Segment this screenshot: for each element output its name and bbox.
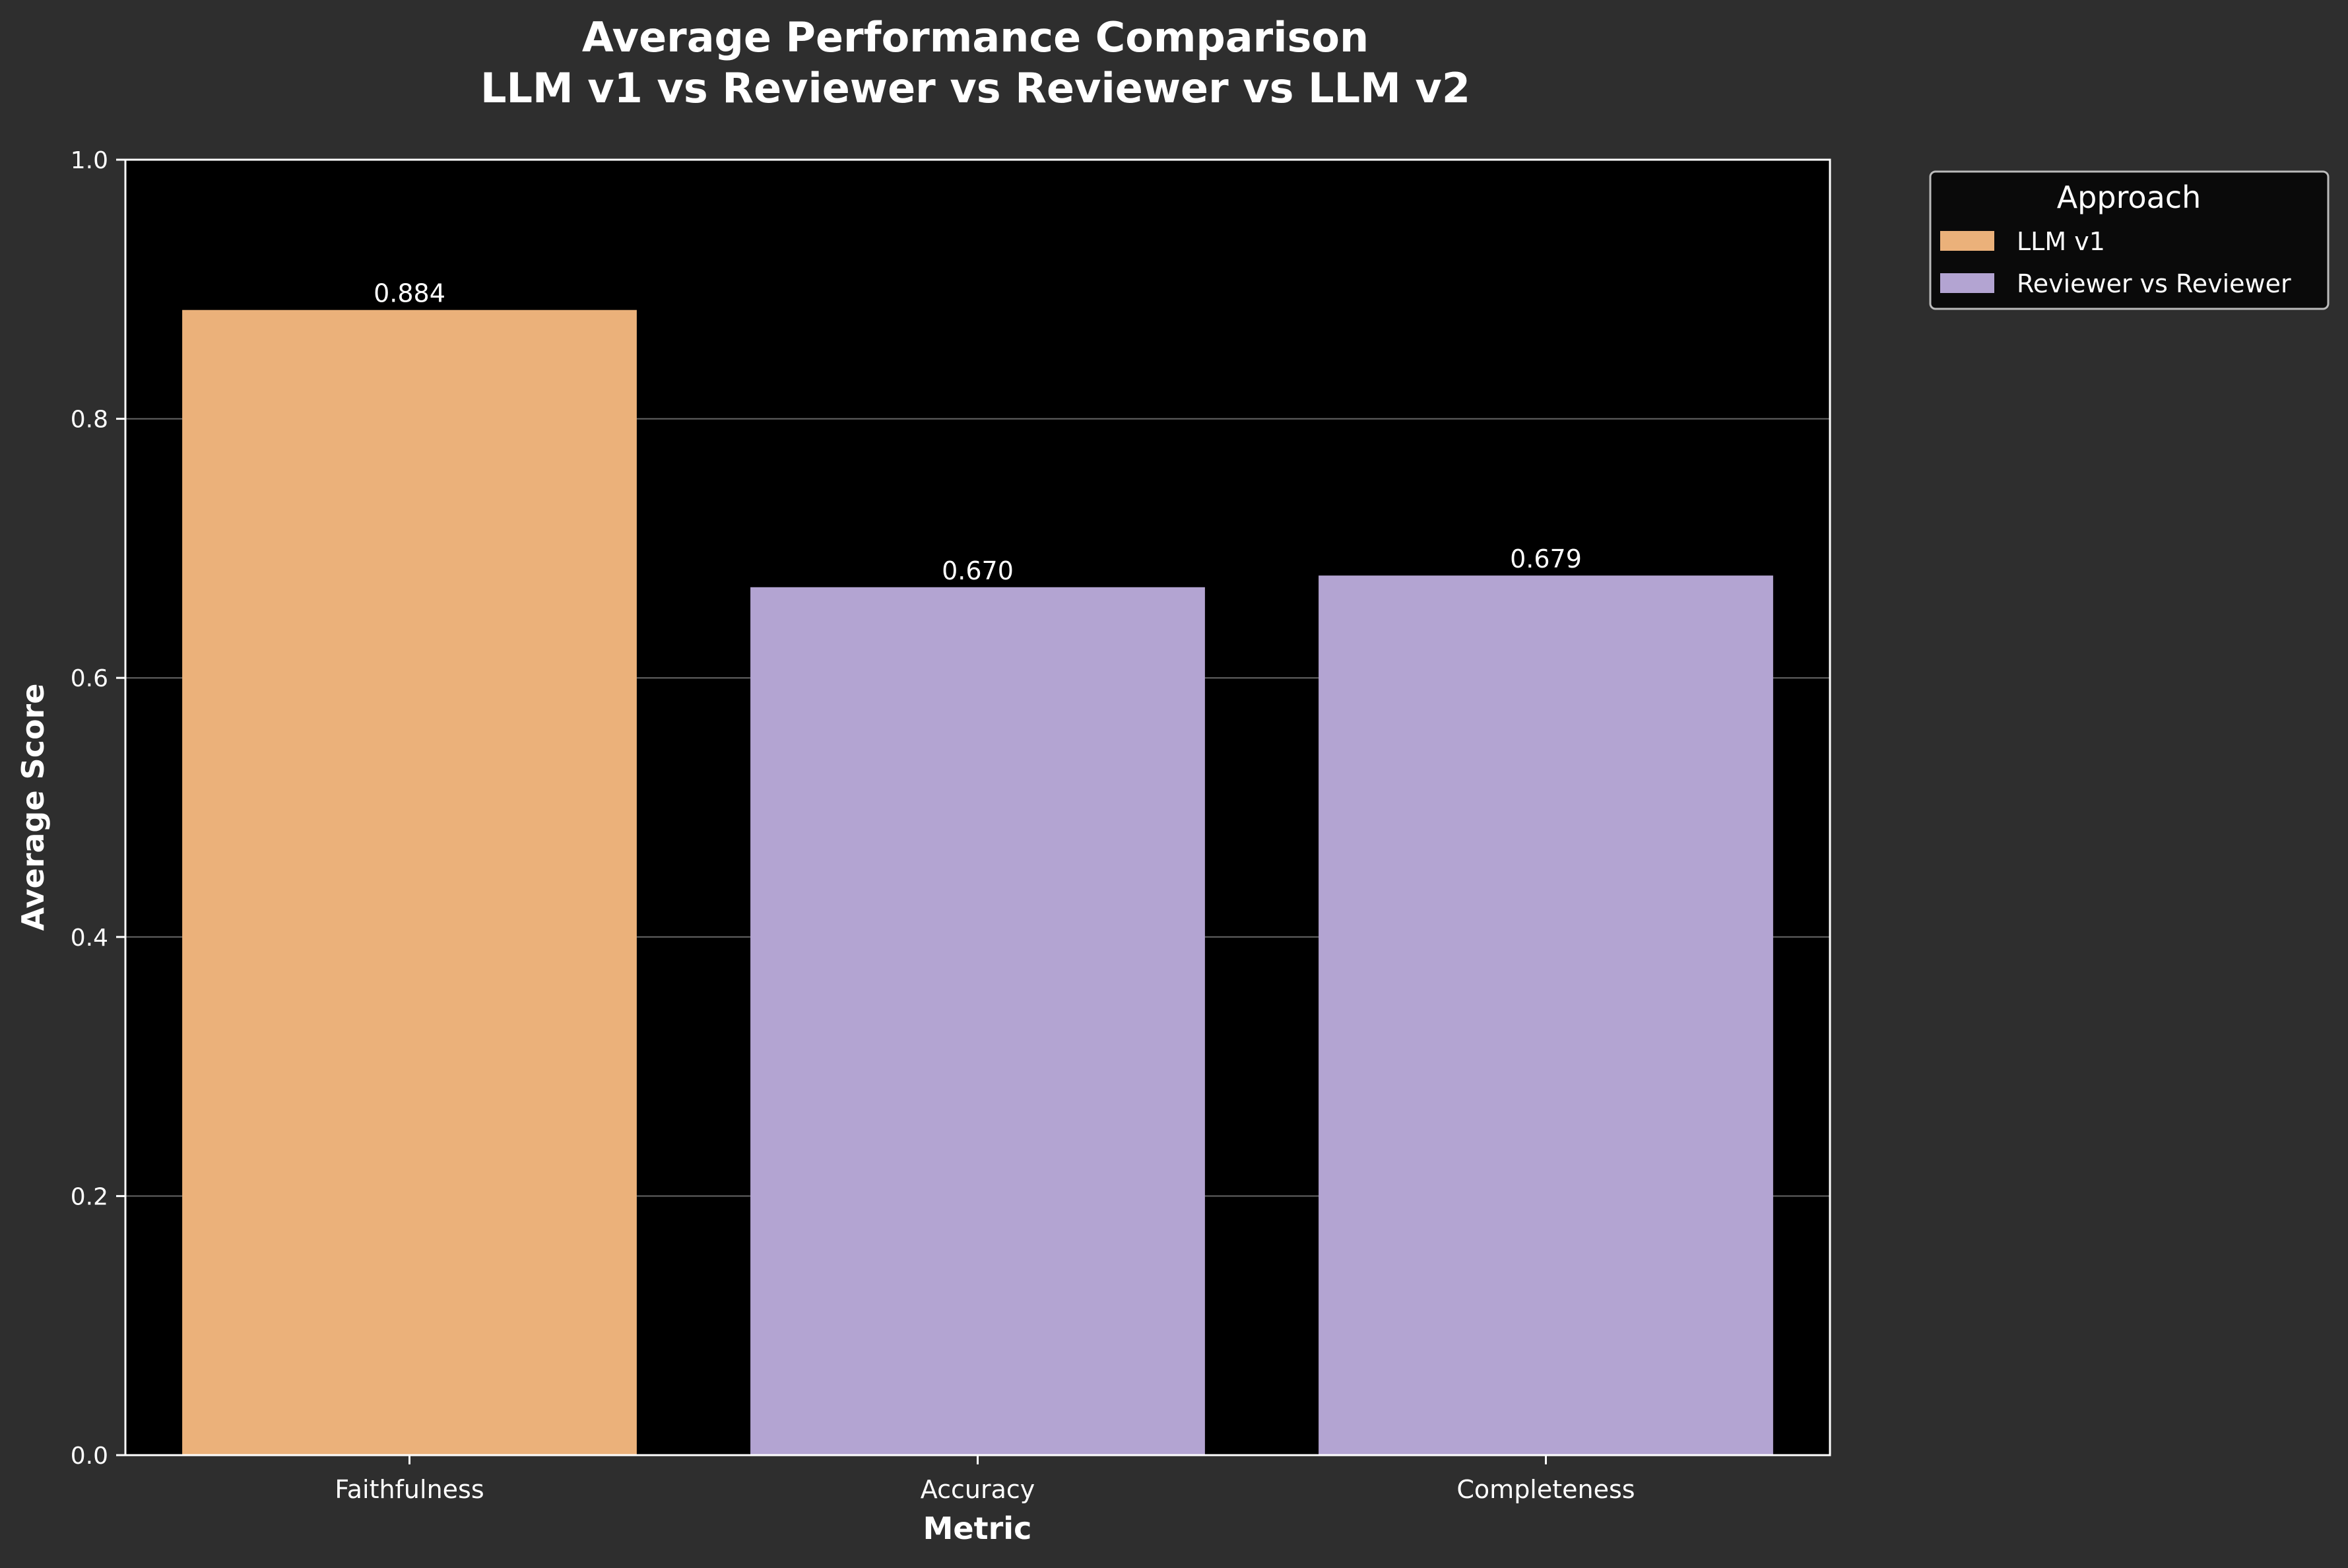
legend-title: Approach <box>2057 180 2201 215</box>
bar-value-label: 0.884 <box>374 279 445 308</box>
x-tick-label: Accuracy <box>921 1475 1035 1504</box>
y-tick-label: 0.0 <box>71 1443 108 1470</box>
bar-value-label: 0.670 <box>942 556 1014 585</box>
legend: Approach LLM v1 Reviewer vs Reviewer <box>1929 170 2330 310</box>
chart-title-line2: LLM v1 vs Reviewer vs Reviewer vs LLM v2 <box>480 64 1470 112</box>
x-tick-label: Faithfulness <box>335 1475 484 1504</box>
y-axis-label: Average Score <box>15 684 51 931</box>
y-tick-label: 0.6 <box>71 665 108 692</box>
chart-title-line1: Average Performance Comparison <box>582 13 1369 61</box>
bar-value-labels: 0.884 0.670 0.679 <box>374 279 1582 585</box>
bars <box>182 310 1773 1455</box>
y-tick-label: 0.8 <box>71 407 108 434</box>
x-axis-ticks: Faithfulness Accuracy Completeness <box>335 1455 1635 1504</box>
bar-faithfulness <box>182 310 637 1455</box>
y-axis-ticks: 0.0 0.2 0.4 0.6 0.8 1.0 <box>71 147 125 1470</box>
legend-swatch-reviewer-vs-reviewer <box>1940 273 1994 293</box>
y-tick-label: 1.0 <box>71 147 108 174</box>
legend-label-reviewer-vs-reviewer: Reviewer vs Reviewer <box>2017 269 2291 298</box>
x-tick-label: Completeness <box>1456 1475 1635 1504</box>
legend-swatch-llm-v1 <box>1940 231 1994 251</box>
y-tick-label: 0.2 <box>71 1183 108 1210</box>
legend-box <box>1929 170 2330 310</box>
legend-label-llm-v1: LLM v1 <box>2017 227 2105 256</box>
bar-value-label: 0.679 <box>1510 544 1582 573</box>
bar-completeness <box>1319 575 1773 1455</box>
y-tick-label: 0.4 <box>71 925 108 952</box>
x-axis-label: Metric <box>923 1511 1032 1546</box>
bar-accuracy <box>750 587 1205 1455</box>
